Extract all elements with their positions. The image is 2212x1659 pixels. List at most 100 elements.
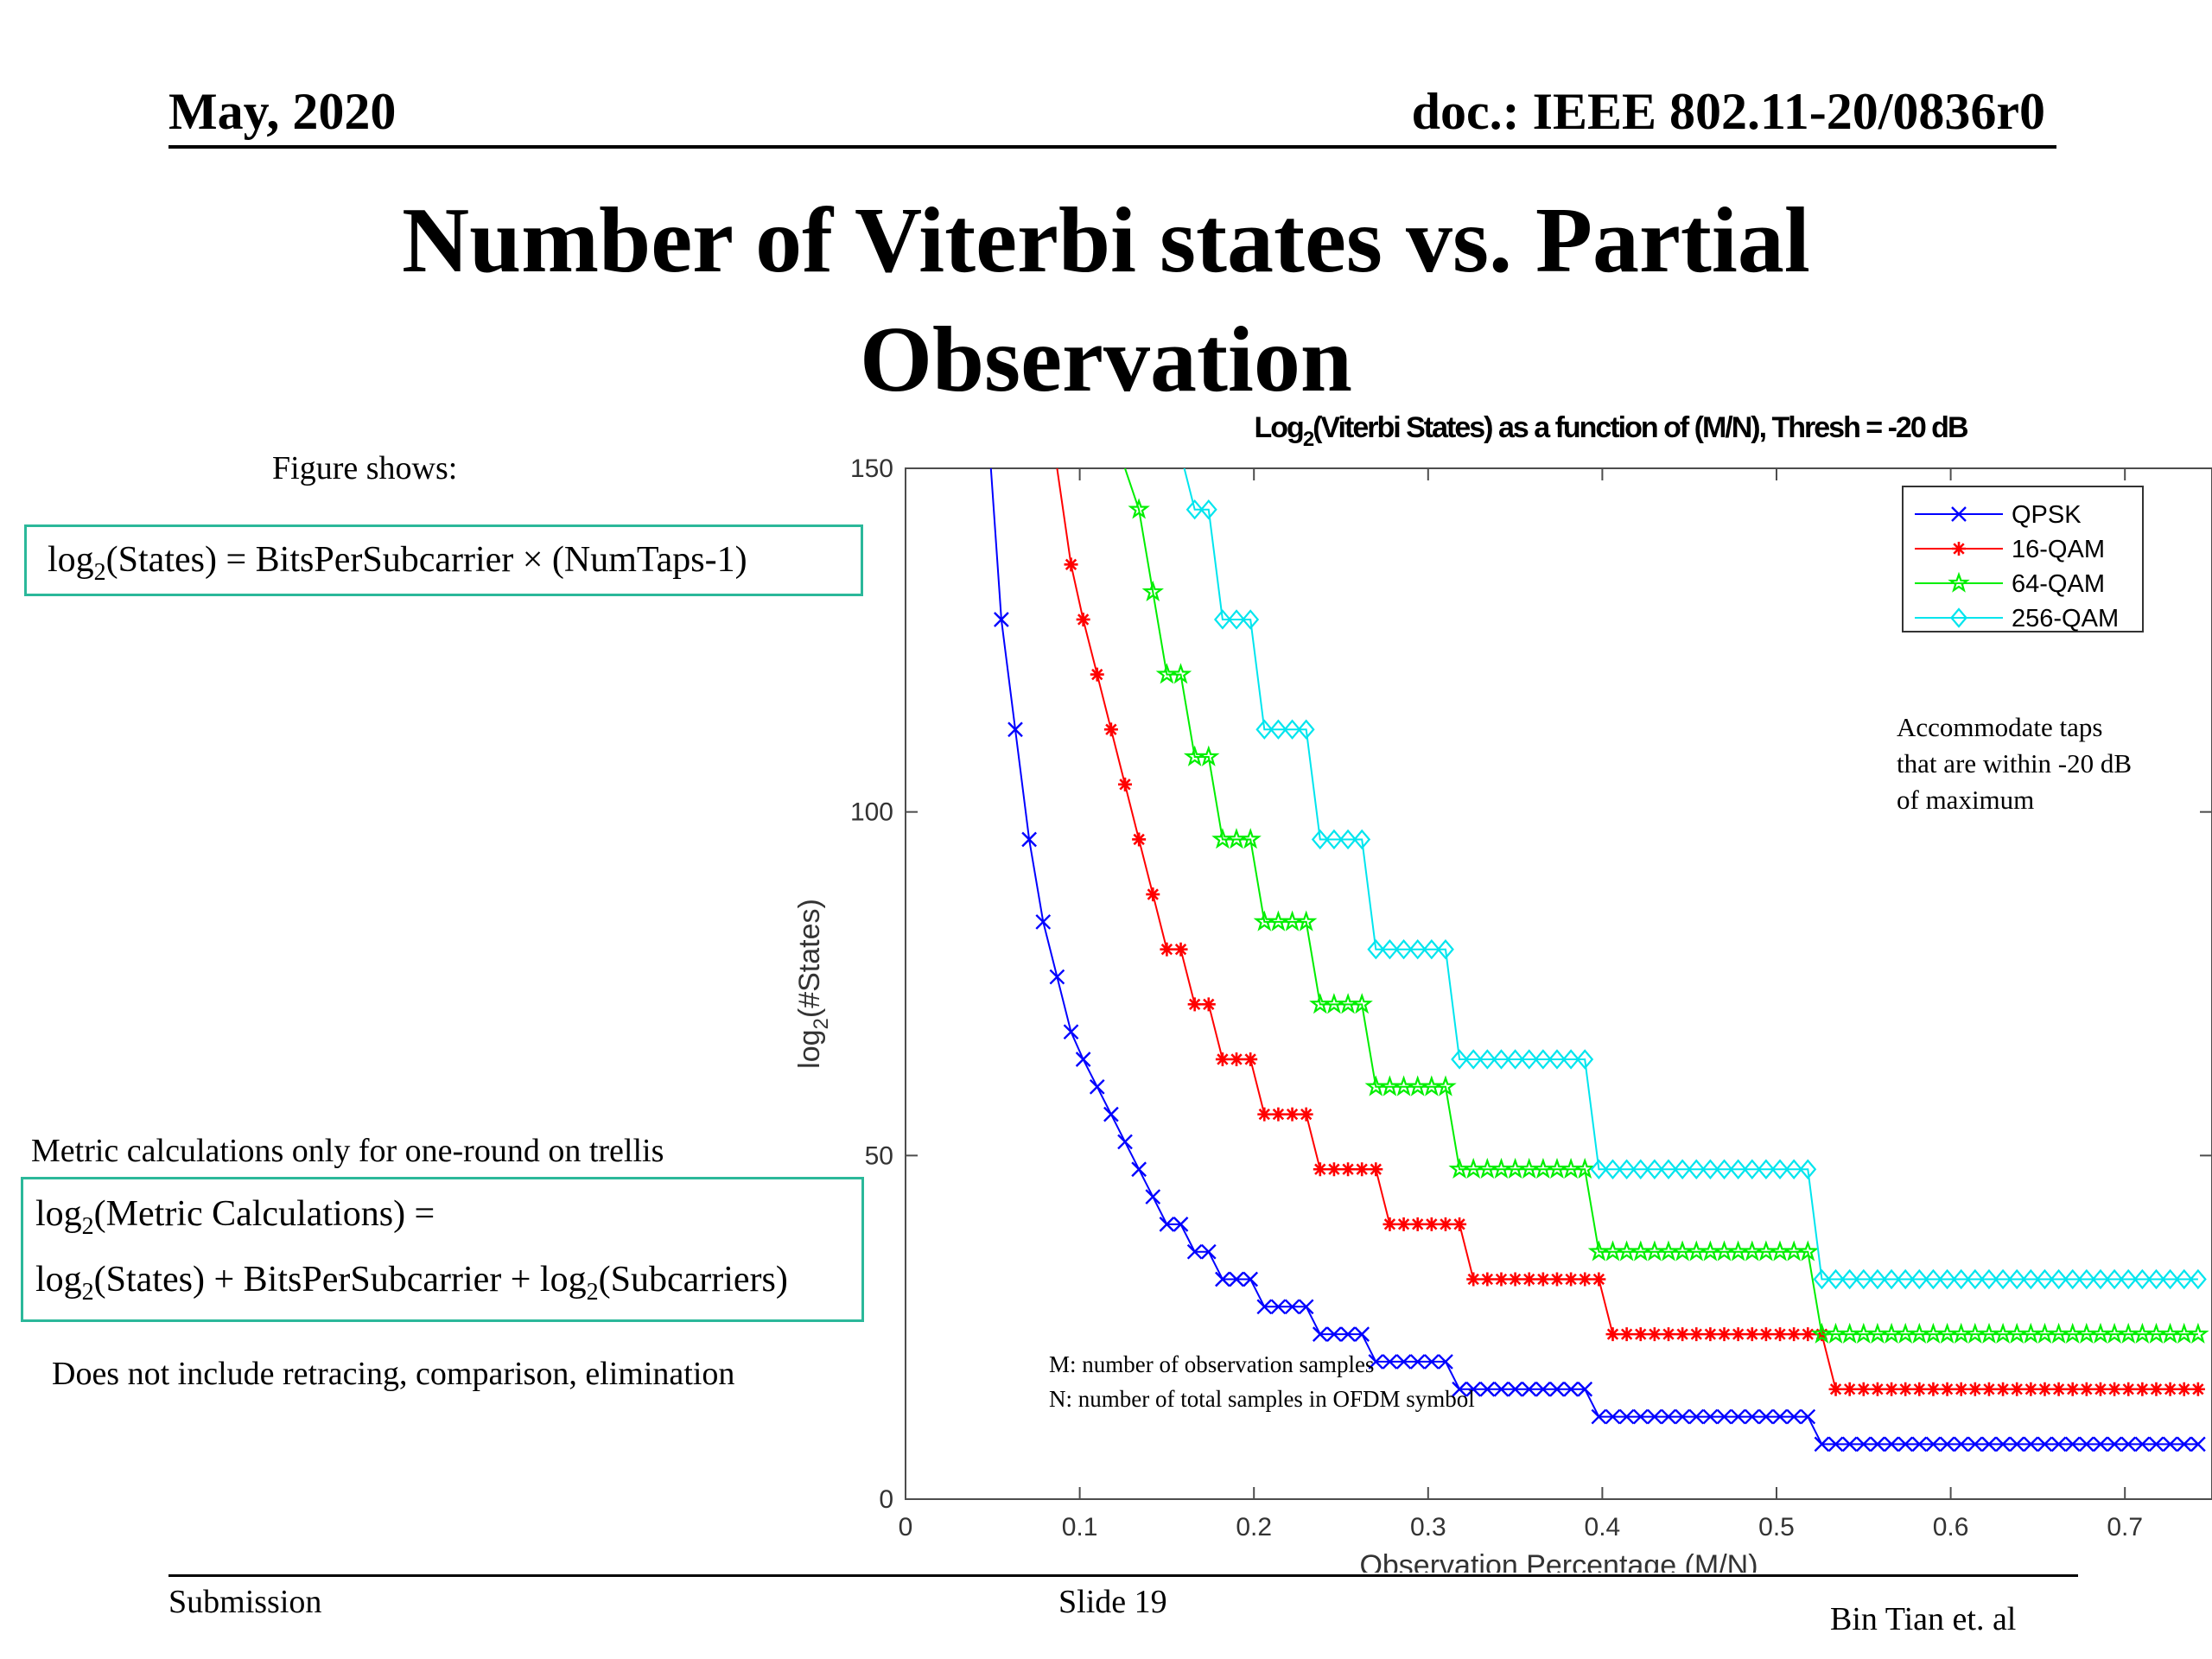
data-point — [1578, 1272, 1592, 1287]
data-point — [1409, 1354, 1426, 1370]
x-tick-label: 0.1 — [1062, 1513, 1098, 1541]
plot-frame — [905, 467, 2212, 1500]
data-point — [2121, 1382, 2136, 1396]
data-point — [1187, 997, 1202, 1012]
data-point — [2106, 1268, 2124, 1290]
states-formula-body: (States) = BitsPerSubcarrier × (NumTaps-… — [105, 540, 747, 580]
data-point — [1573, 1157, 1597, 1179]
data-point — [1103, 1106, 1119, 1122]
data-point — [1981, 1436, 1997, 1452]
data-point — [1911, 1436, 1928, 1452]
data-point — [2190, 1436, 2206, 1452]
data-point — [1924, 1268, 1942, 1290]
data-point — [1423, 1354, 1440, 1370]
data-point — [1856, 1382, 1871, 1396]
data-point — [994, 612, 1009, 627]
data-point — [1660, 1159, 1677, 1179]
data-point — [2064, 1436, 2081, 1452]
annotation-mn-line: M: number of observation samples — [1049, 1351, 1374, 1377]
data-point — [2050, 1268, 2068, 1290]
data-point — [2107, 1382, 2122, 1396]
data-point — [1980, 1268, 1998, 1290]
annotation-taps-line: Accommodate taps — [1897, 712, 2102, 742]
data-point — [2010, 1382, 2024, 1396]
series-layer — [989, 468, 2209, 1452]
metric-calculations-label: Metric calculations only for one-round o… — [31, 1133, 664, 1169]
data-point — [1576, 1049, 1594, 1070]
data-point — [2037, 1382, 2052, 1396]
data-point — [1465, 1049, 1483, 1070]
data-point — [2036, 1268, 2054, 1290]
data-point — [2077, 1268, 2095, 1290]
metric-formula-rhs-log-base: 2 — [81, 1279, 94, 1306]
data-point — [1493, 1381, 1510, 1397]
data-point — [1285, 1107, 1300, 1122]
data-point — [1494, 1272, 1509, 1287]
data-point — [2120, 1436, 2137, 1452]
data-point — [1185, 499, 1204, 520]
x-tick-label: 0 — [899, 1513, 913, 1541]
data-point — [1827, 1268, 1845, 1290]
data-point — [1090, 667, 1104, 682]
metric-formula-line-2: log2(States) + BitsPerSubcarrier + log2(… — [35, 1259, 788, 1306]
data-point — [2037, 1436, 2053, 1452]
y-axis-label-rest: (#States) — [793, 899, 826, 1018]
header-doc-id: doc.: IEEE 802.11-20/0836r0 — [1411, 83, 2045, 140]
data-point — [1326, 1326, 1342, 1342]
data-point — [1562, 1049, 1580, 1070]
data-point — [1745, 1327, 1759, 1342]
data-point — [1243, 1271, 1259, 1287]
data-point — [1381, 939, 1399, 960]
data-point — [1535, 1381, 1551, 1397]
data-point — [1563, 1381, 1579, 1397]
slide-title-line-1: Number of Viterbi states vs. Partial — [402, 189, 1810, 292]
data-point — [1814, 1436, 1830, 1452]
data-point — [1702, 1408, 1719, 1425]
data-point — [1840, 1268, 1859, 1290]
data-point — [1618, 1408, 1635, 1425]
data-point — [1159, 1217, 1175, 1232]
axes-frame — [905, 467, 2212, 1500]
data-point — [1898, 1382, 1913, 1396]
data-point — [1063, 1024, 1079, 1040]
data-point — [1408, 939, 1427, 960]
data-point — [1257, 1107, 1272, 1122]
y-axis-label-log-base: 2 — [810, 1018, 833, 1029]
footer-divider — [168, 1574, 2078, 1577]
data-point — [1703, 1327, 1718, 1342]
data-point — [1674, 1159, 1692, 1179]
data-point — [2175, 1268, 2193, 1290]
data-point — [1199, 499, 1217, 520]
data-point — [1940, 1382, 1955, 1396]
data-point — [1966, 1268, 1984, 1290]
data-point — [1256, 1299, 1273, 1315]
data-point — [1605, 1408, 1621, 1425]
data-point — [1771, 1159, 1789, 1179]
data-point — [1103, 722, 1118, 737]
series-256-qam — [1183, 468, 2207, 1290]
data-point — [1434, 1075, 1457, 1096]
data-point — [1954, 1382, 1968, 1396]
data-point — [2189, 1268, 2207, 1290]
data-point — [1145, 1189, 1161, 1205]
data-point — [1813, 1268, 1831, 1290]
data-point — [1868, 1268, 1886, 1290]
data-point — [1160, 942, 1174, 957]
data-point — [1883, 1268, 1900, 1290]
data-point — [1520, 1049, 1538, 1070]
data-point — [1395, 1354, 1412, 1370]
y-axis-label: log2(#States) — [793, 899, 833, 1069]
data-point — [1269, 719, 1287, 740]
data-point — [1994, 1268, 2012, 1290]
metric-formula-rhs-log-base-2: 2 — [586, 1279, 599, 1306]
data-point — [1368, 1354, 1384, 1370]
data-point — [1828, 1382, 1843, 1396]
data-point — [2093, 1382, 2107, 1396]
data-point — [1549, 1381, 1565, 1397]
x-tick-label: 0.3 — [1410, 1513, 1446, 1541]
data-point — [1605, 1327, 1620, 1342]
data-point — [1169, 663, 1192, 684]
data-point — [1688, 1408, 1705, 1425]
data-point — [1661, 1408, 1676, 1425]
data-point — [1295, 910, 1318, 931]
